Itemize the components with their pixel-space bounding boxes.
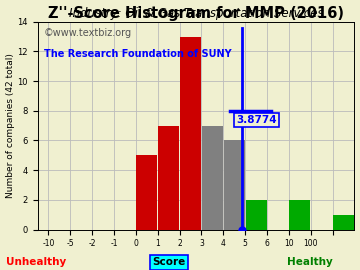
Text: Unhealthy: Unhealthy — [6, 257, 66, 267]
Text: 3.8774: 3.8774 — [236, 115, 276, 125]
Bar — [246, 200, 267, 230]
Bar — [158, 126, 179, 230]
Title: Z''-Score Histogram for MMP (2016): Z''-Score Histogram for MMP (2016) — [48, 6, 344, 21]
Text: ©www.textbiz.org: ©www.textbiz.org — [44, 28, 132, 38]
Bar — [224, 140, 245, 230]
Text: The Research Foundation of SUNY: The Research Foundation of SUNY — [44, 49, 231, 59]
Bar — [202, 126, 223, 230]
Text: Healthy: Healthy — [287, 257, 333, 267]
Y-axis label: Number of companies (42 total): Number of companies (42 total) — [5, 53, 14, 198]
Bar — [333, 215, 354, 230]
Text: Score: Score — [153, 257, 186, 267]
Bar — [180, 36, 201, 230]
Bar — [136, 155, 157, 230]
Bar — [289, 200, 310, 230]
Text: Industry: Oil & Gas Transportation Services: Industry: Oil & Gas Transportation Servi… — [69, 7, 323, 20]
